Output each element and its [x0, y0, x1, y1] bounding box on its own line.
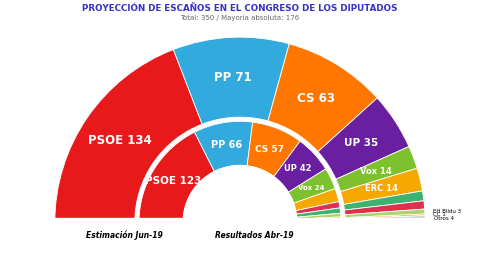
Text: Otros 4: Otros 4 — [433, 216, 454, 221]
Wedge shape — [274, 141, 326, 192]
Text: UP 42: UP 42 — [284, 164, 312, 173]
Text: PP 71: PP 71 — [214, 71, 252, 84]
Wedge shape — [139, 132, 215, 222]
Circle shape — [183, 166, 297, 270]
Text: EH Bildu 3: EH Bildu 3 — [433, 208, 461, 214]
Wedge shape — [173, 37, 289, 124]
Wedge shape — [288, 169, 335, 203]
Text: Vox 24: Vox 24 — [298, 185, 324, 191]
Text: Vox 14: Vox 14 — [360, 167, 392, 176]
Text: UP 35: UP 35 — [344, 138, 379, 148]
Text: PROYECCIÓN DE ESCAÑOS EN EL CONGRESO DE LOS DIPUTADOS: PROYECCIÓN DE ESCAÑOS EN EL CONGRESO DE … — [82, 4, 398, 13]
Text: PP 66: PP 66 — [211, 140, 242, 150]
Bar — [9, 218, 471, 270]
Wedge shape — [345, 209, 425, 218]
Wedge shape — [297, 217, 341, 220]
Wedge shape — [294, 188, 339, 211]
Wedge shape — [344, 191, 424, 210]
Wedge shape — [296, 208, 341, 217]
Wedge shape — [345, 201, 425, 215]
Wedge shape — [268, 44, 377, 152]
Wedge shape — [297, 213, 341, 219]
Wedge shape — [55, 50, 202, 222]
Wedge shape — [318, 98, 409, 179]
Text: Resultados Abr-19: Resultados Abr-19 — [216, 231, 294, 240]
Wedge shape — [296, 202, 340, 214]
Wedge shape — [345, 214, 425, 218]
Wedge shape — [336, 147, 417, 192]
Wedge shape — [297, 219, 341, 222]
Text: ERC 14: ERC 14 — [365, 184, 398, 193]
Wedge shape — [247, 122, 300, 177]
Text: PSOE 134: PSOE 134 — [88, 134, 152, 147]
Wedge shape — [194, 121, 252, 172]
Wedge shape — [345, 216, 425, 222]
Text: CC 1: CC 1 — [433, 212, 446, 217]
Text: CS 57: CS 57 — [255, 145, 284, 154]
Wedge shape — [341, 168, 422, 204]
Text: Total: 350 / Mayoría absoluta: 176: Total: 350 / Mayoría absoluta: 176 — [180, 15, 300, 21]
Text: Estimación Jun-19: Estimación Jun-19 — [86, 231, 163, 240]
Text: CS 63: CS 63 — [297, 92, 335, 105]
Text: PSOE 123: PSOE 123 — [144, 176, 201, 186]
